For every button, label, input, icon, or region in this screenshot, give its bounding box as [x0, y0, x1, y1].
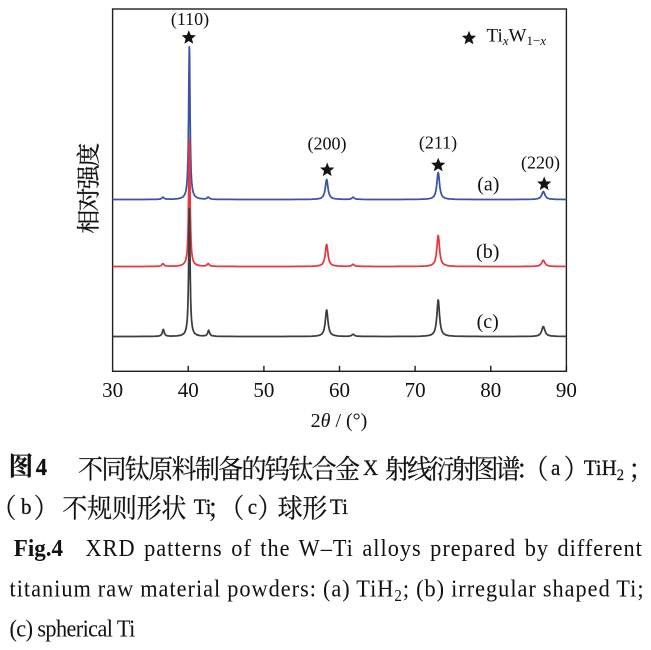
svg-text:60: 60 — [329, 378, 350, 402]
svg-text:80: 80 — [480, 378, 501, 402]
svg-text:50: 50 — [253, 378, 274, 402]
svg-text:c: c — [248, 494, 258, 519]
svg-text:(c) spherical Ti: (c) spherical Ti — [10, 616, 136, 643]
svg-text:Ti: Ti — [330, 494, 348, 519]
svg-text:90: 90 — [556, 378, 577, 402]
svg-text:(211): (211) — [419, 132, 457, 153]
svg-text:XRD patterns of the W–Ti alloy: XRD patterns of the W–Ti alloys prepared… — [86, 535, 643, 562]
svg-text:(200): (200) — [308, 133, 347, 154]
svg-text:40: 40 — [178, 378, 199, 402]
svg-text:(b): (b) — [476, 241, 499, 263]
svg-text:(a): (a) — [477, 174, 499, 196]
svg-text:Fig.4: Fig.4 — [14, 535, 64, 562]
svg-text:(220): (220) — [521, 152, 560, 173]
svg-text:titanium raw material powders:: titanium raw material powders: (a) TiH2;… — [10, 575, 645, 605]
svg-text:X: X — [363, 455, 378, 480]
svg-text:70: 70 — [405, 378, 426, 402]
svg-text:b: b — [21, 494, 32, 519]
svg-text:4: 4 — [36, 454, 48, 481]
svg-text:2θ / (°): 2θ / (°) — [311, 410, 368, 432]
svg-text:(c): (c) — [477, 311, 499, 333]
svg-text:a: a — [551, 455, 561, 480]
svg-text:Ti: Ti — [194, 494, 212, 519]
svg-text:30: 30 — [102, 378, 123, 402]
svg-text:(110): (110) — [171, 9, 209, 30]
